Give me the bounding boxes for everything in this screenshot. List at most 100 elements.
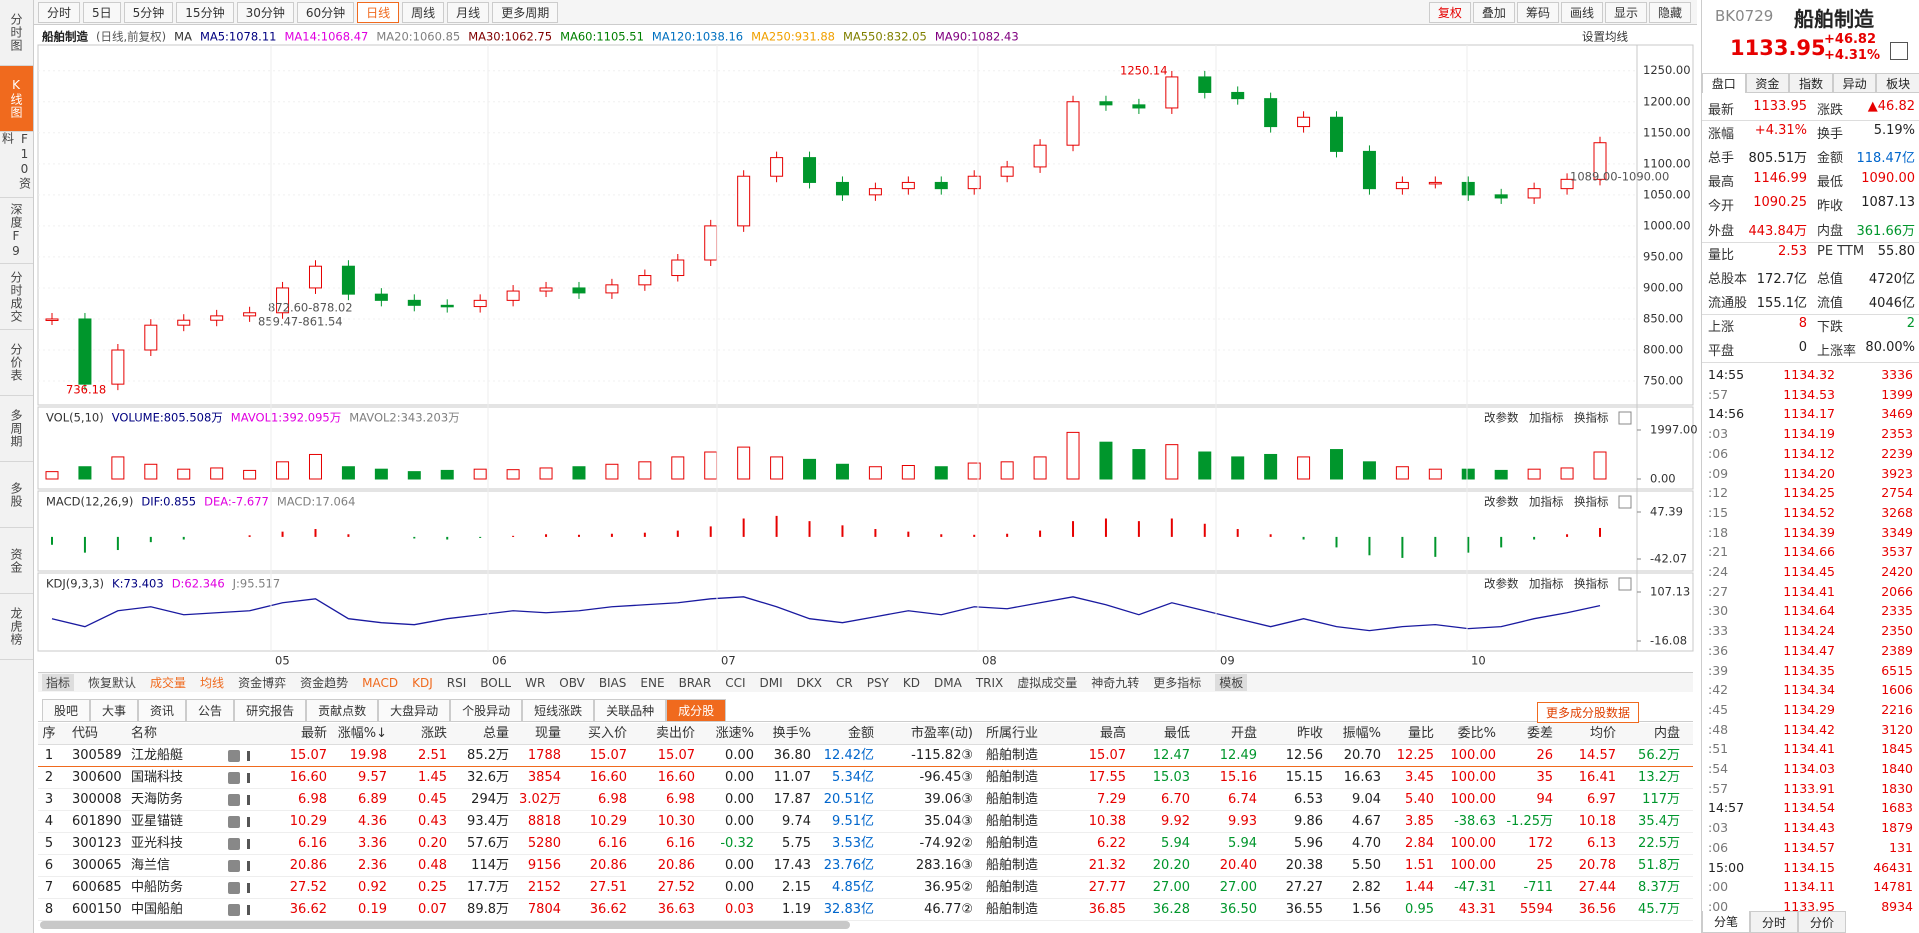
indicator-tab[interactable]: 资金博弈 [238, 676, 287, 690]
period-button[interactable]: 周线 [402, 1, 445, 23]
table-row[interactable] [38, 855, 1693, 877]
more-button[interactable]: 更多成分股数据 [1537, 702, 1640, 723]
table-row[interactable] [38, 877, 1693, 899]
tool-button[interactable]: 复权 [1428, 2, 1471, 23]
tool-button[interactable]: 叠加 [1472, 2, 1515, 23]
indicator-tab[interactable]: 模板 [1215, 674, 1248, 691]
bottom-tab[interactable]: 贡献点数 [306, 699, 379, 721]
indicator-tab[interactable]: TRIX [975, 675, 1004, 690]
indicator-tab[interactable]: MACD [362, 675, 399, 690]
indicator-tab[interactable]: BRAR [678, 675, 712, 690]
side-tab[interactable]: 多周期 [0, 396, 33, 462]
table-cell: 5594 [1519, 902, 1553, 917]
bottom-tab[interactable]: 短线涨跌 [522, 699, 595, 721]
side-tab[interactable]: 分价表 [0, 330, 33, 396]
indicator-tab[interactable]: 神奇九转 [1091, 676, 1140, 690]
period-button[interactable]: 5日 [83, 1, 121, 23]
table-cell: 0.00 [725, 748, 754, 763]
indicator-tab[interactable]: WR [525, 675, 546, 690]
bottom-tab[interactable]: 公告 [186, 699, 235, 721]
trade-price: 1134.12 [1783, 445, 1835, 461]
quote-bottom-tab[interactable]: 分时 [1750, 911, 1798, 933]
quote-label: 金额 [1817, 151, 1844, 167]
indicator-tab[interactable]: KDJ [412, 675, 433, 690]
table-cell: 7.29 [1097, 792, 1126, 807]
quote-value: 2 [1906, 315, 1915, 331]
bottom-tab[interactable]: 股吧 [42, 699, 91, 721]
tool-button[interactable]: 画线 [1560, 2, 1603, 23]
indicator-tab[interactable]: ENE [640, 675, 665, 690]
indicator-tab[interactable]: CCI [725, 675, 746, 690]
table-row[interactable] [38, 899, 1693, 921]
period-button[interactable]: 分时 [38, 1, 81, 23]
period-button[interactable]: 月线 [447, 1, 490, 23]
quote-tab[interactable]: 异动 [1832, 73, 1877, 93]
table-cell: 6.16 [666, 836, 695, 851]
table-row[interactable] [38, 745, 1693, 767]
side-tab[interactable]: K线图 [0, 66, 33, 132]
indicator-tab[interactable]: PSY [866, 675, 889, 690]
indicator-tab[interactable]: 资金趋势 [300, 676, 349, 690]
candle-body [374, 293, 388, 301]
indicator-tab[interactable]: 更多指标 [1153, 676, 1202, 690]
period-button[interactable]: 15分钟 [176, 1, 234, 23]
add-button[interactable] [1890, 42, 1908, 60]
indicator-tab[interactable]: DKX [796, 675, 822, 690]
tool-button[interactable]: 隐藏 [1648, 2, 1691, 23]
indicator-tab[interactable]: CR [835, 675, 853, 690]
tool-button[interactable]: 显示 [1604, 2, 1647, 23]
indicator-tab[interactable]: BIAS [598, 675, 627, 690]
indicator-tab[interactable]: 均线 [200, 676, 225, 690]
quote-bottom-tab[interactable]: 分价 [1798, 911, 1846, 933]
side-tab[interactable]: 资金 [0, 528, 33, 594]
indicator-tab[interactable]: OBV [559, 675, 585, 690]
table-cell: 12.25 [1396, 748, 1434, 763]
table-cell: 22.5万 [1638, 836, 1680, 851]
side-tab[interactable]: F10资料 [0, 132, 33, 198]
indicator-tab[interactable]: 成交量 [150, 676, 187, 690]
bottom-tab[interactable]: 个股异动 [450, 699, 523, 721]
bottom-tab[interactable]: 资讯 [138, 699, 187, 721]
table-row[interactable] [38, 833, 1693, 855]
quote-tab[interactable]: 资金 [1745, 73, 1790, 93]
indicator-tab[interactable]: RSI [446, 675, 467, 690]
period-button[interactable]: 5分钟 [123, 1, 174, 23]
period-button[interactable]: 日线 [357, 1, 400, 23]
badge [228, 904, 240, 916]
bottom-tab[interactable]: 关联品种 [594, 699, 667, 721]
indicator-tab[interactable]: DMI [759, 675, 783, 690]
indicator-tab[interactable]: BOLL [480, 675, 512, 690]
indicator-tab[interactable]: DMA [934, 675, 962, 690]
side-tab[interactable]: 多股 [0, 462, 33, 528]
quote-tab[interactable]: 板块 [1876, 73, 1919, 93]
table-row[interactable] [38, 767, 1693, 789]
table-cell: 10.29 [589, 814, 627, 829]
indicator-tab[interactable]: 指标 [42, 674, 75, 691]
quote-bottom-tab[interactable]: 分笔 [1702, 911, 1750, 933]
period-button[interactable]: 30分钟 [236, 1, 294, 23]
candle-body [506, 290, 520, 301]
table-cell: 5.94 [1228, 836, 1257, 851]
side-tab[interactable]: 分时图 [0, 0, 33, 66]
indicator-tab[interactable]: 恢复默认 [88, 676, 137, 690]
side-tab[interactable]: 深度F9 [0, 198, 33, 264]
column-header: 涨幅%↓ [337, 726, 387, 741]
candle-body [1099, 101, 1113, 106]
period-button[interactable]: 更多周期 [492, 1, 559, 23]
indicator-tab[interactable]: KD [902, 675, 920, 690]
quote-tab[interactable]: 指数 [1789, 73, 1833, 93]
period-button[interactable]: 60分钟 [296, 1, 355, 23]
tool-button[interactable]: 筹码 [1516, 2, 1559, 23]
table-row[interactable] [38, 811, 1693, 833]
bottom-tab[interactable]: 大事 [90, 699, 139, 721]
indicator-tab[interactable]: 虚拟成交量 [1017, 676, 1078, 690]
side-tab[interactable]: 分时成交 [0, 264, 33, 330]
table-cell: 27.00 [1152, 880, 1190, 895]
side-tab[interactable]: 龙虎榜 [0, 594, 33, 660]
quote-tab[interactable]: 盘口 [1702, 73, 1746, 93]
bottom-tab[interactable]: 成分股 [666, 699, 727, 721]
price-annotation: 859.47-861.54 [258, 315, 343, 329]
bottom-tab[interactable]: 研究报告 [234, 699, 307, 721]
bottom-tab[interactable]: 大盘异动 [378, 699, 451, 721]
table-row[interactable] [38, 789, 1693, 811]
